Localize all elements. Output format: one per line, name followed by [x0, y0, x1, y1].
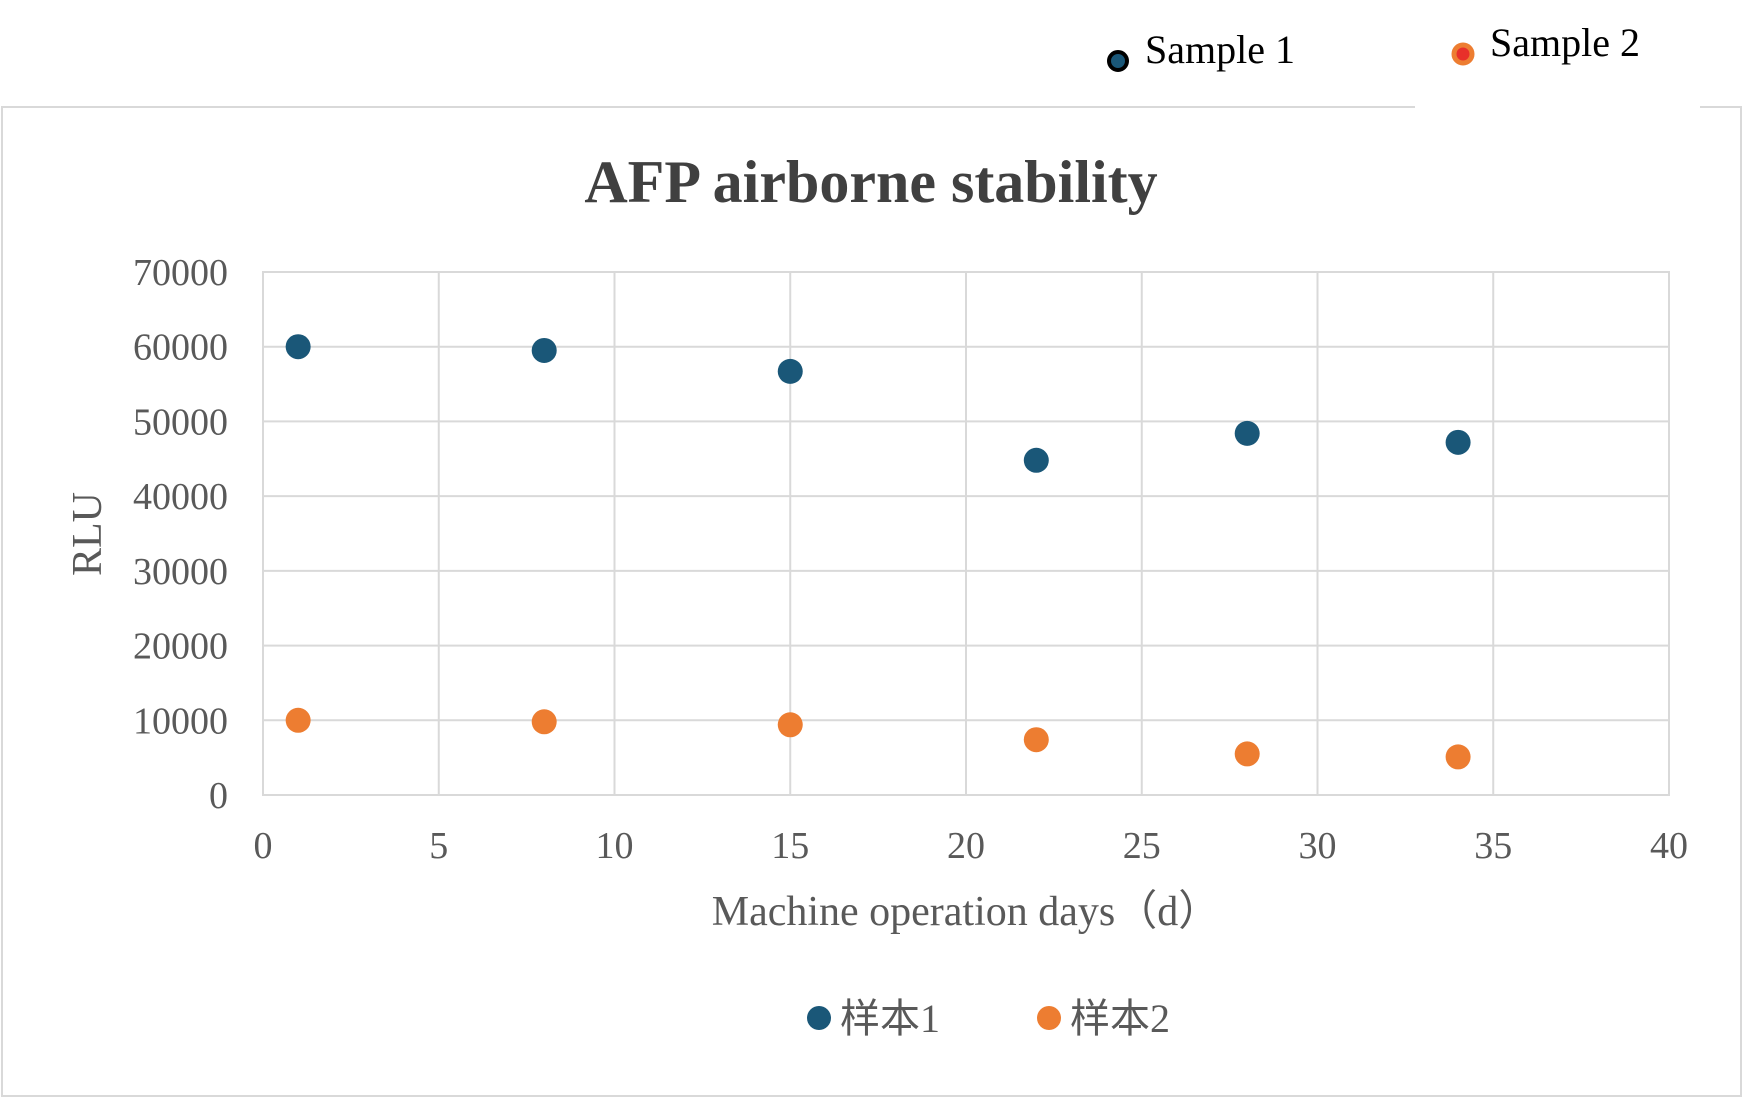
- x-tick-label: 10: [596, 825, 634, 867]
- x-tick-label: 20: [947, 825, 985, 867]
- y-tick-label: 40000: [133, 476, 228, 518]
- top-legend-label-sample-1: Sample 1: [1145, 27, 1295, 72]
- data-point-series-1: [1234, 420, 1260, 446]
- legend-marker-series-2: [1037, 1006, 1061, 1030]
- data-point-series-2: [1445, 744, 1471, 770]
- y-tick-label: 50000: [133, 401, 228, 443]
- data-point-series-1: [1023, 447, 1049, 473]
- x-axis-ticks: 0 5 10 15 20 25 30 35 40: [254, 825, 1689, 867]
- x-tick-label: 5: [429, 825, 448, 867]
- legend-marker-series-1: [807, 1006, 831, 1030]
- data-point-series-1: [285, 334, 311, 360]
- legend-label-series-1: 样本1: [840, 996, 940, 1041]
- legend-overlay-patch: [1415, 100, 1700, 112]
- x-tick-label: 15: [771, 825, 809, 867]
- data-point-series-1: [777, 358, 803, 384]
- y-tick-label: 0: [209, 775, 228, 817]
- x-tick-label: 25: [1123, 825, 1161, 867]
- x-tick-label: 35: [1474, 825, 1512, 867]
- y-axis-title: RLU: [65, 492, 111, 576]
- x-axis-title: Machine operation days（d）: [712, 889, 1221, 935]
- bottom-legend: 样本1 样本2: [807, 996, 1170, 1041]
- x-tick-label: 30: [1299, 825, 1337, 867]
- data-point-series-2: [531, 709, 557, 735]
- plot-area-border: [262, 271, 1670, 796]
- y-tick-label: 20000: [133, 626, 228, 668]
- y-tick-label: 10000: [133, 700, 228, 742]
- data-point-series-2: [777, 712, 803, 738]
- top-legend: Sample 1 Sample 2: [1107, 20, 1640, 72]
- x-tick-label: 0: [254, 825, 273, 867]
- y-tick-label: 60000: [133, 327, 228, 369]
- data-point-series-2: [1234, 741, 1260, 767]
- chart-title: AFP airborne stability: [584, 149, 1157, 215]
- top-legend-marker-sample-2: [1451, 42, 1475, 66]
- y-axis-ticks: 0 10000 20000 30000 40000 50000 60000 70000: [133, 252, 228, 817]
- data-point-series-1: [531, 337, 557, 363]
- data-point-series-1: [1445, 429, 1471, 455]
- data-point-series-2: [1023, 727, 1049, 753]
- x-tick-label: 40: [1650, 825, 1688, 867]
- top-legend-label-sample-2: Sample 2: [1490, 20, 1640, 65]
- data-point-series-2: [285, 707, 311, 733]
- y-tick-label: 70000: [133, 252, 228, 294]
- top-legend-marker-sample-1: [1107, 50, 1129, 72]
- legend-label-series-2: 样本2: [1070, 996, 1170, 1041]
- y-tick-label: 30000: [133, 551, 228, 593]
- data-points: [285, 334, 1471, 770]
